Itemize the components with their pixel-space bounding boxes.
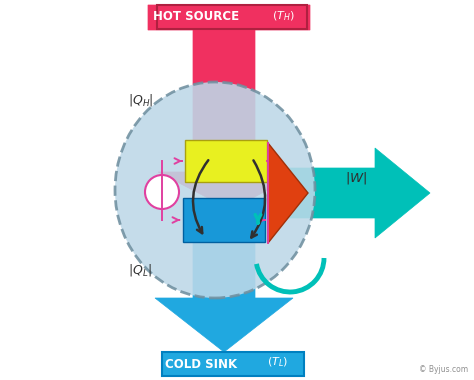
Text: © Byjus.com: © Byjus.com [419, 365, 468, 374]
Text: HOT SOURCE: HOT SOURCE [153, 11, 243, 24]
FancyBboxPatch shape [185, 140, 267, 182]
FancyBboxPatch shape [183, 198, 265, 242]
FancyBboxPatch shape [162, 352, 304, 376]
Polygon shape [280, 148, 430, 238]
Polygon shape [148, 5, 310, 210]
Polygon shape [268, 143, 308, 243]
Ellipse shape [115, 82, 315, 298]
Text: $|Q_L|$: $|Q_L|$ [128, 262, 152, 278]
Text: $(T_H)$: $(T_H)$ [272, 9, 295, 23]
Circle shape [145, 175, 179, 209]
Text: $|Q_H|$: $|Q_H|$ [128, 92, 154, 108]
Text: COLD SINK: COLD SINK [165, 358, 241, 370]
FancyBboxPatch shape [157, 5, 307, 29]
Polygon shape [155, 208, 293, 352]
Text: $(T_L)$: $(T_L)$ [267, 355, 288, 369]
Text: $|W|$: $|W|$ [345, 170, 367, 186]
